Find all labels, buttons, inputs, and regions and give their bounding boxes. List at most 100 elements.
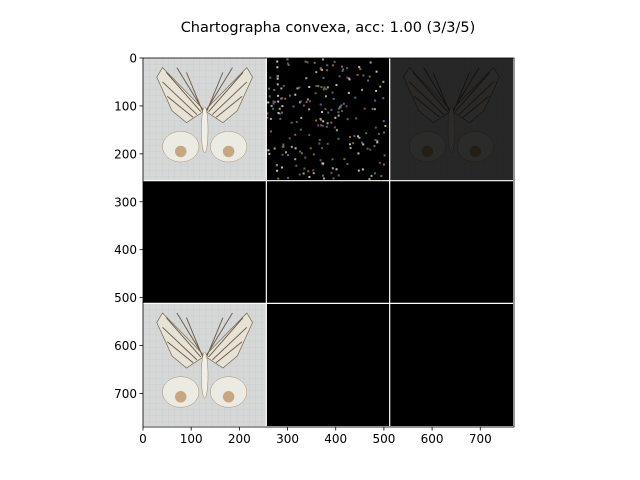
x-tick-label: 0 [139,432,147,446]
tile-r0-c1-speck [325,69,328,72]
tile-r0-c1-speck [326,86,329,89]
tile-r0-c1-speck [321,147,324,150]
tile-r0-c1-speck [266,116,269,119]
tile-r0-c1-speck [366,147,369,150]
tile-r2-c1 [266,303,390,427]
tile-r0-c1-speck [319,67,322,70]
tile-r0-c1-speck [321,174,324,177]
tile-r1-c2 [389,180,514,304]
tile-r0-c1-speck [315,84,318,87]
tile-r0-c1-speck [312,169,315,172]
tile-r0-c1-speck [378,161,381,164]
tile-r0-c1-speck [321,111,324,114]
tile-r0-c1-speck [277,94,280,97]
tile-r0-c1-speck [288,137,291,140]
tile-r0-c1-speck [322,162,325,165]
tile-r0-c1-speck [278,112,281,115]
tile-r0-c1-speck [342,102,345,105]
y-tick-label: 200 [114,147,137,161]
tile-r0-c1-speck [368,178,371,181]
x-tick-label: 700 [469,432,492,446]
tile-r0-c1-speck [282,145,285,148]
tile-r0-c1-speck [319,68,322,71]
tile-r0-c1-speck [346,76,349,79]
tile-r0-c1-speck [276,60,279,63]
tile-r0-c1-speck [274,100,277,103]
tile-r0-c1-speck [333,126,336,129]
tile-r0-c1-speck [380,175,383,178]
tile-r0-c1-speck [335,129,338,132]
tile-r0-c1-speck [290,121,293,124]
tile-r0-c1-speck [361,168,364,171]
tile-r0-c1-speck [277,111,280,114]
tile-r0-c1-speck [337,111,340,114]
y-tick-label: 500 [114,291,137,305]
tile-r0-c1-speck [341,70,344,73]
tile-r0-c1-speck [286,62,289,65]
tile-r0-c1-speck [294,93,297,96]
tile-r0-c1-speck [382,80,385,83]
tile-r0-c1-speck [318,142,321,145]
tile-r0-c1-speck [356,73,359,76]
tile-r0-c1-speck [325,125,328,128]
tile-r0-c1-speck [363,107,366,110]
tile-r0-c1-speck [345,105,348,108]
tile-r0-c1-speck [320,119,323,122]
tile-r0-c1-speck [369,148,372,151]
tile-r0-c1-speck [326,142,329,145]
tile-r0-c1-speck [302,104,305,107]
tile-r0-c1-speck [337,107,340,110]
tile-r0-c1-speck [330,171,333,174]
tile-r0-c1-speck [308,175,311,178]
tile-r0-c1-speck [299,128,302,131]
tile-r0-c1-speck [272,107,275,110]
tile-r0-c1-speck [299,150,302,153]
tile-r0-c1-speck [294,133,297,136]
tile-r0-c1-speck [268,95,271,98]
tile-r0-c1-speck [267,101,270,104]
tile-r0-c1-speck [276,169,279,172]
tile-r0-c1-speck [347,77,350,80]
tile-r0-c1-speck [294,158,297,161]
tile-r0-c1-speck [369,61,372,64]
tile-r0-c1-speck [272,102,275,105]
tile-r0-c1-speck [281,153,284,156]
tile-r0-c1-speck [327,111,330,114]
tile-r0-c1-speck [298,86,301,89]
tile-r0-c1-speck [280,111,283,114]
tile-r0-c1-speck [288,94,291,97]
tile-r0-c1-speck [295,164,298,167]
tile-r0-c1-speck [355,117,358,120]
tile-r0-c1-speck [376,141,379,144]
tile-r0-c1-speck [266,112,269,115]
y-tick-label: 0 [129,52,137,66]
tile-r0-c1-speck [292,105,295,108]
tile-r0-c1-speck [286,154,289,157]
x-tick-label: 300 [276,432,299,446]
tile-r0-c1-speck [383,154,386,157]
tile-r0-c1-speck [362,74,365,77]
figure-title: Chartographa convexa, acc: 1.00 (3/3/5) [181,20,476,36]
tile-r0-c1-speck [362,143,365,146]
tile-r0-c1-speck [339,105,342,108]
tile-r0-c1-speck [361,88,364,91]
tile-r0-c1-speck [373,108,376,111]
tile-r0-c1-speck [368,75,371,78]
tile-r0-c1-speck [323,177,326,180]
tile-r0-c1-speck [287,176,290,179]
tile-r0-c1-speck [269,76,272,79]
tile-r0-c1-speck [268,152,271,155]
tile-r0-c1-speck [335,83,338,86]
tile-r0-c1-speck [384,124,387,127]
tile-r0-c1-speck [308,134,311,137]
tile-r0-c1-speck [296,87,299,90]
tile-r0-c1-speck [324,108,327,111]
tile-r0-c1-speck [320,162,323,165]
tile-r0-c1-speck [357,135,360,138]
tile-r0-c1-speck [304,60,307,63]
tile-r0-c1-speck [277,177,280,180]
tile-r0-c1-speck [315,119,318,122]
tile-r0-c1-speck [378,132,381,135]
tile-r0-c1-speck [305,77,308,80]
tile-r0-c1-speck [326,64,329,67]
